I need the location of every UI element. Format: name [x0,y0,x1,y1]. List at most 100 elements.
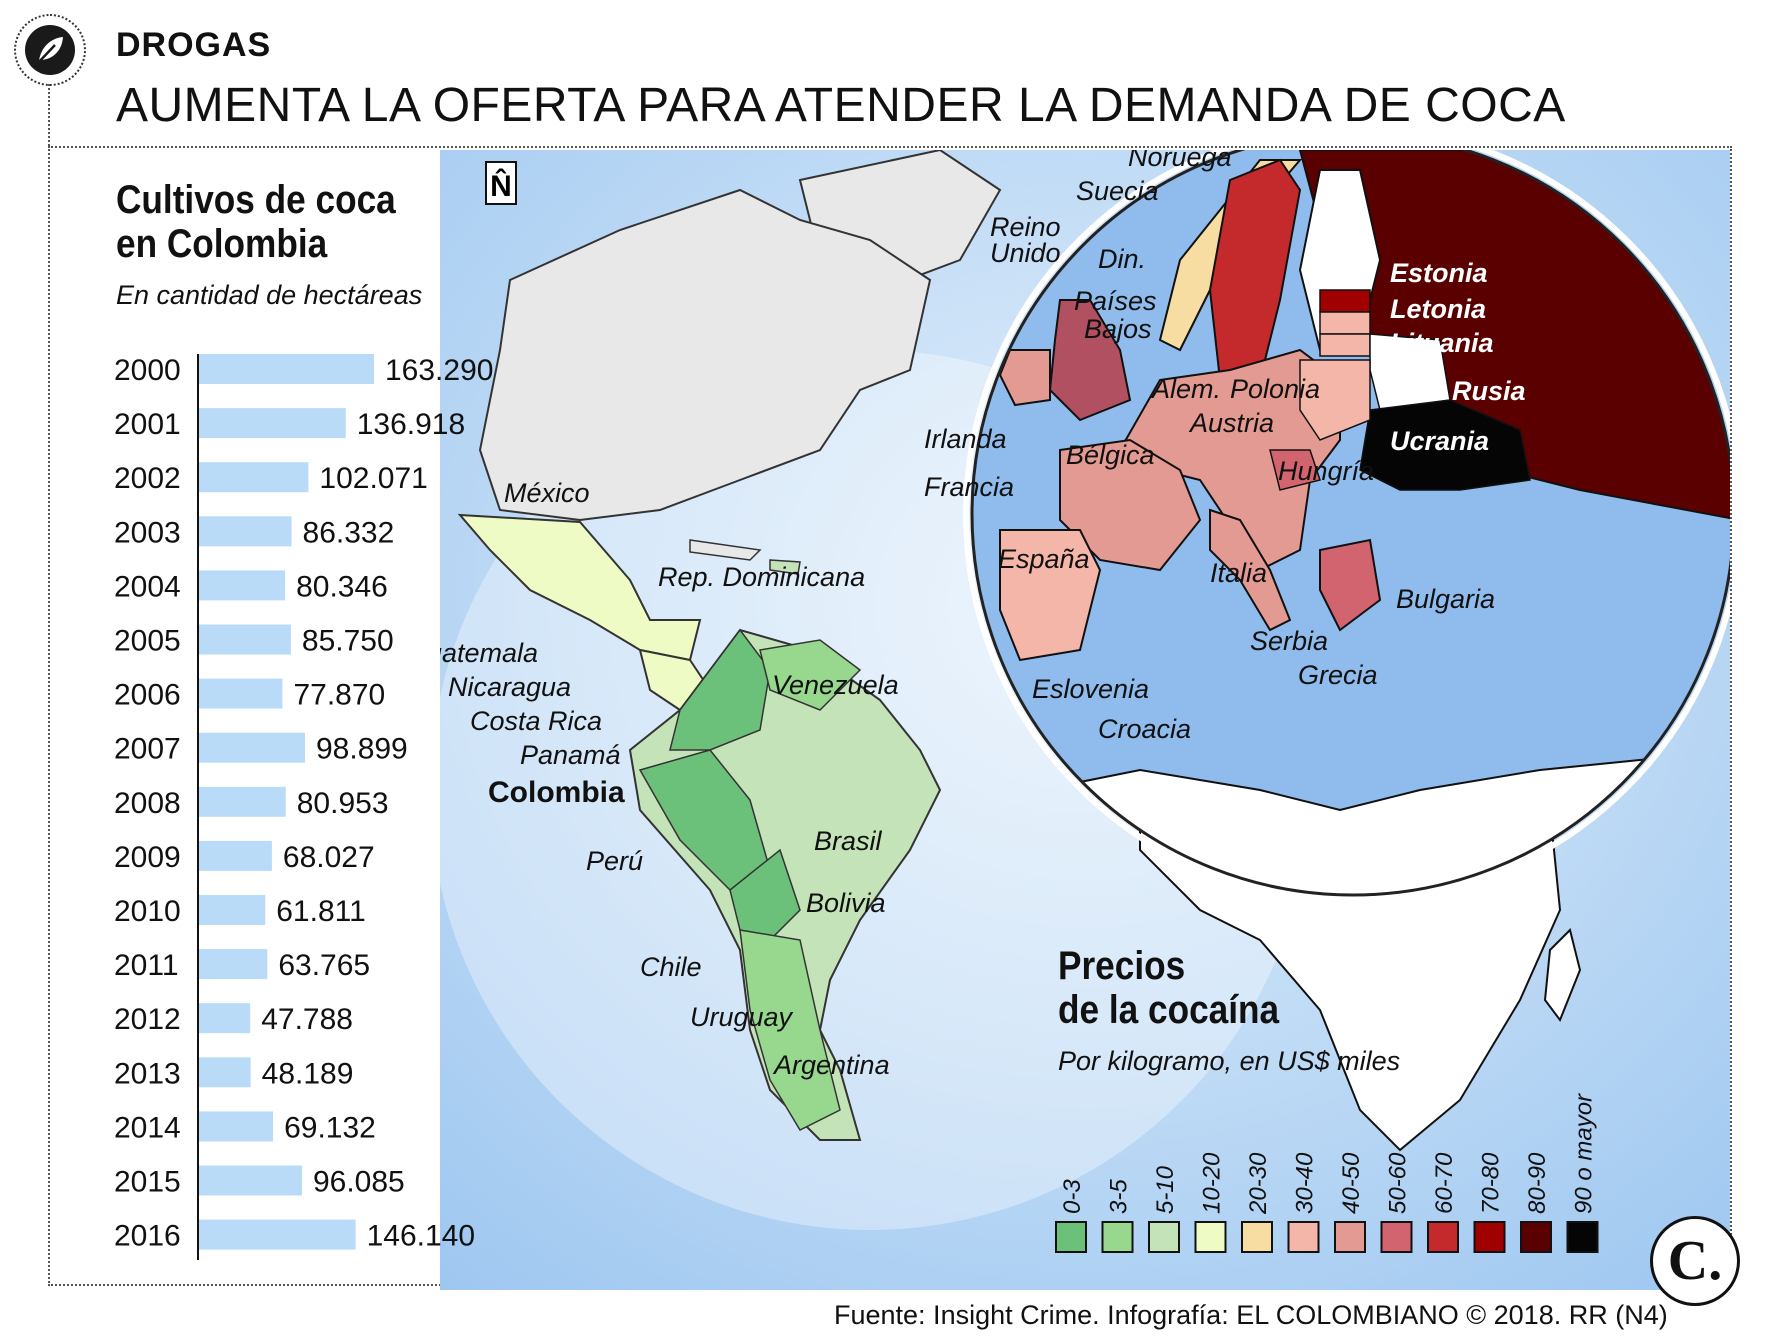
north-america-shape [478,188,932,522]
legend-label: 90 o mayor [1571,1093,1598,1214]
legend-swatch [1148,1221,1180,1253]
value-label-2015: 96.085 [313,1166,405,1199]
year-label: 2014 [114,1111,181,1144]
label-nicaragua: Nicaragua [448,672,571,702]
austria-shape [1269,449,1321,491]
value-label-2006: 77.870 [293,679,385,712]
legend-label: 70-80 [1478,1152,1505,1214]
label-bolivia: Bolivia [806,888,886,918]
label-letonia: Letonia [1390,294,1486,324]
year-label: 2013 [114,1057,181,1090]
label-polonia: Polonia [1230,374,1320,404]
bar-2016 [199,1219,356,1250]
legend-swatch [1380,1221,1413,1253]
madagascar-shape [1543,928,1582,1023]
year-label: 2007 [114,733,181,766]
legend-label: 30-40 [1292,1152,1319,1214]
label-alem: Alem. [1150,374,1221,404]
value-label-2004: 80.346 [296,570,388,603]
hispaniola-shape [769,559,801,575]
value-label-2008: 80.953 [297,787,389,820]
year-label: 2010 [114,895,181,928]
label-reino: Reino [990,212,1061,242]
bar-2015 [199,1165,302,1196]
frame-divider [48,84,50,146]
bar-2001 [199,408,346,439]
label-venezuela: Venezuela [772,670,899,700]
coca-bar-chart: 2000 163.290 2001 136.918 2002 102.071 2003 86.… [114,354,493,1260]
chart-title-line1: Cultivos de coca [116,178,396,222]
venezuela-shape [759,639,862,711]
europe-inset-halo [963,150,1730,904]
label-serbia: Serbia [1250,626,1328,656]
north-africa-shape [999,748,1730,895]
spain-shape [999,529,1102,662]
legend-swatch [1520,1221,1552,1253]
value-label-2014: 69.132 [284,1111,376,1144]
bar-2011 [199,949,268,980]
value-label-2010: 61.811 [276,895,366,928]
europe-labels: Noruega Suecia Reino Unido Din. Países B… [924,150,1526,744]
italy-shape [1209,508,1292,632]
legend-label: 50-60 [1385,1152,1412,1214]
prices-title-line1: Precios [1058,944,1186,988]
label-ucrania: Ucrania [1390,426,1489,456]
bar-2000 [199,354,374,384]
legend-swatch [1101,1221,1134,1253]
prices-subtitle: Por kilogramo, en US$ miles [1058,1046,1401,1076]
legend-swatch [1566,1221,1599,1253]
year-label: 2016 [114,1220,181,1253]
chart-title-line2: en Colombia [116,222,328,266]
year-label: 2012 [114,1003,181,1036]
bar-2005 [199,624,291,655]
cuba-shape [689,539,762,561]
legend-label: 0-3 [1059,1179,1086,1214]
year-label: 2009 [114,841,181,874]
legend-swatch [1473,1221,1506,1253]
poland-shape [1299,359,1371,441]
greece-shape [1319,538,1382,632]
year-label: 2008 [114,787,181,820]
source-credit: Fuente: Insight Crime. Infografía: EL CO… [834,1300,1668,1330]
label-argentina: Argentina [772,1050,890,1080]
value-label-2005: 85.750 [302,625,394,658]
france-shape [1059,438,1202,572]
label-italia: Italia [1210,558,1267,588]
year-label: 2004 [114,570,181,603]
label-colombia: Colombia [488,776,625,809]
prices-title: Precios de la cocaína [1058,944,1279,1032]
chart-subtitle: En cantidad de hectáreas [116,280,423,310]
north-arrow-icon [485,161,517,205]
section-label: DROGAS [116,26,272,64]
legend-label: 60-70 [1431,1152,1458,1214]
label-bulgaria: Bulgaria [1396,584,1495,614]
label-grecia: Grecia [1298,660,1378,690]
bar-2004 [199,570,286,601]
label-unido: Unido [990,238,1061,268]
label-estonia: Estonia [1390,258,1488,288]
latvia-shape [1319,311,1371,335]
label-brasil: Brasil [814,826,883,856]
ireland-shape [998,349,1051,407]
value-label-2016: 146.140 [367,1220,475,1253]
price-legend: 0-3 3-5 5-10 10-20 20-30 30-40 40-50 50-60 60-70… [1055,1093,1599,1253]
value-label-2013: 48.189 [262,1057,354,1090]
value-label-2001: 136.918 [357,408,465,441]
label-paises: Países [1074,286,1157,316]
label-rep-dominicana: Rep. Dominicana [658,562,865,592]
bar-2013 [199,1057,251,1088]
chart-title: Cultivos de coca en Colombia [116,178,396,266]
estonia-shape [1319,289,1371,313]
bar-2007 [199,732,305,763]
label-rusia: Rusia [1452,376,1526,406]
label-costa-rica: Costa Rica [470,706,602,736]
legend-label: 5-10 [1152,1165,1179,1214]
label-panama: Panamá [520,740,621,770]
leaf-icon [25,25,75,75]
legend-label: 3-5 [1106,1179,1133,1214]
americas-labels: México Rep. Dominicana Guatemala Nicarag… [440,478,899,1080]
label-peru: Perú [586,846,643,876]
label-francia: Francia [924,472,1014,502]
value-label-2003: 86.332 [303,516,395,549]
legend-swatch [1055,1221,1087,1253]
